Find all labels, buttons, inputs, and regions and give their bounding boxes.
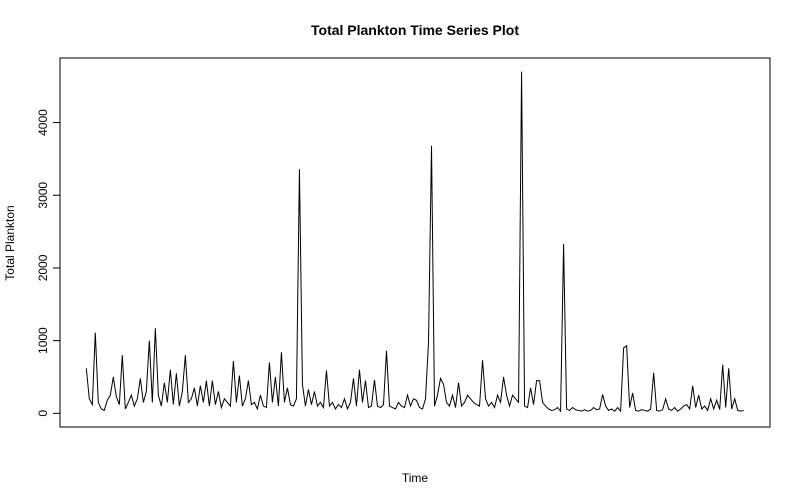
- y-tick-label: 0: [36, 410, 50, 417]
- chart-title: Total Plankton Time Series Plot: [311, 22, 519, 38]
- plot-box: [59, 57, 771, 428]
- x-axis-label: Time: [402, 471, 429, 485]
- y-tick-label: 3000: [36, 182, 50, 209]
- y-tick-label: 2000: [36, 254, 50, 281]
- y-axis-label: Total Plankton: [3, 205, 17, 280]
- y-tick-label: 4000: [36, 109, 50, 136]
- series-line: [85, 71, 744, 413]
- y-tick-label: 1000: [36, 327, 50, 354]
